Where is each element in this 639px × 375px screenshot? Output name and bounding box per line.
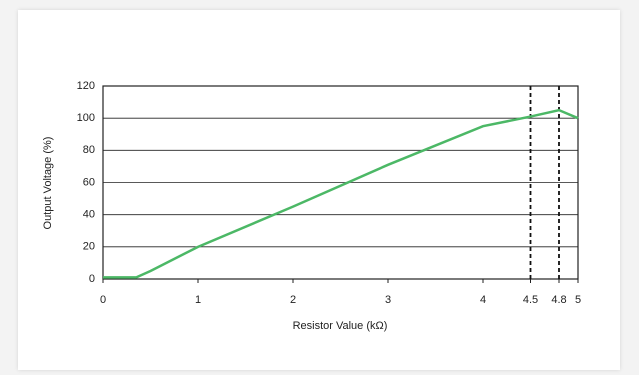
- x-tick-label: 3: [385, 294, 391, 306]
- x-tick-label: 4.8: [551, 294, 566, 306]
- data-line: [103, 108, 579, 279]
- x-tick-label: 2: [290, 294, 296, 306]
- y-tick-label: 0: [89, 273, 95, 285]
- plot-frame: [102, 85, 579, 280]
- x-tick-label: 4: [480, 294, 486, 306]
- x-axis-label: Resistor Value (kΩ): [293, 320, 388, 332]
- x-tick-label: 1: [195, 294, 201, 306]
- y-tick-label: 120: [77, 80, 95, 92]
- y-tick-label: 100: [77, 112, 95, 124]
- y-tick-label: 60: [83, 176, 95, 188]
- x-tick-label: 4.5: [523, 294, 538, 306]
- x-tick-label: 0: [100, 294, 106, 306]
- y-tick-label: 80: [83, 144, 95, 156]
- y-axis-label: Output Voltage (%): [42, 137, 54, 230]
- y-tick-label: 40: [83, 209, 95, 221]
- card: [18, 10, 620, 370]
- y-tick-label: 20: [83, 241, 95, 253]
- x-tick-label: 5: [575, 294, 581, 306]
